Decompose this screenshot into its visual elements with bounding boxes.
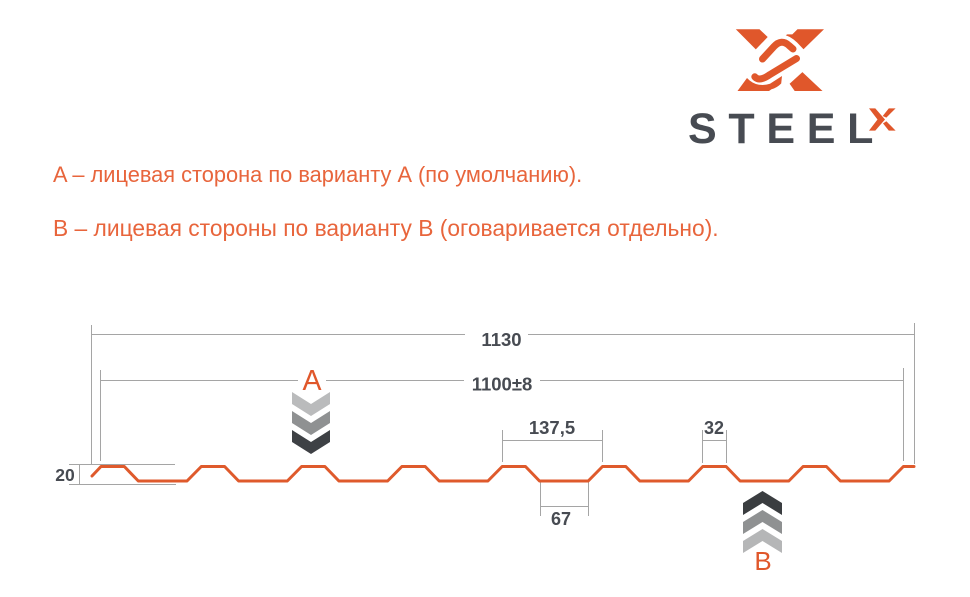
svg-text:32: 32	[704, 418, 724, 438]
svg-text:137,5: 137,5	[529, 417, 575, 438]
svg-text:1130: 1130	[481, 329, 521, 350]
svg-text:A: A	[302, 365, 321, 397]
svg-text:20: 20	[55, 465, 75, 485]
svg-text:B: B	[754, 546, 771, 576]
svg-text:1100±8: 1100±8	[472, 374, 533, 395]
svg-text:67: 67	[551, 509, 571, 529]
